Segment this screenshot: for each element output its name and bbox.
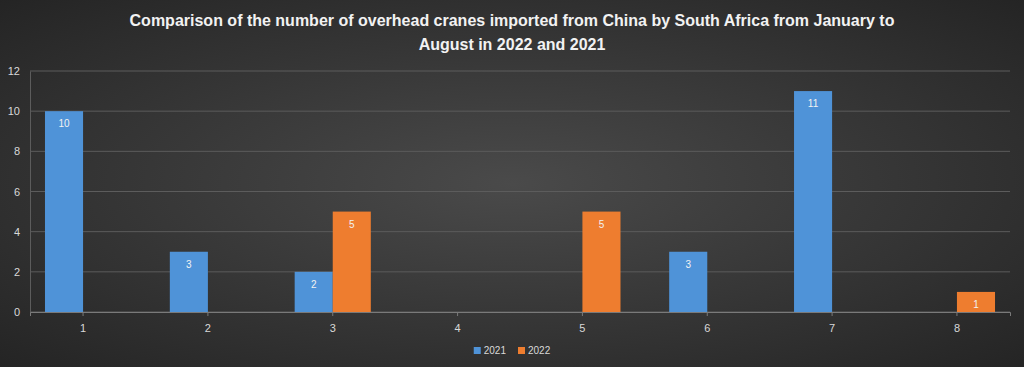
y-axis-line [30,72,31,313]
x-tick-label: 7 [829,322,835,334]
x-tick-label: 4 [455,322,461,334]
y-tick-label: 4 [14,226,20,238]
x-tick-label: 8 [954,322,960,334]
y-tick: 2 [14,266,30,278]
x-tick: 1 [80,312,86,334]
grid-line [30,191,1010,192]
title-line: August in 2022 and 2021 [419,36,606,53]
data-label: 1 [973,299,979,310]
background [0,0,1024,367]
title: Comparison of the number of overhead cra… [130,12,895,53]
x-tick-mark [207,312,208,316]
bar [669,252,707,312]
y-tick: 0 [14,306,30,318]
bar [333,212,371,312]
bar [582,212,620,312]
x-tick: 7 [829,312,835,334]
x-tick-label: 6 [704,322,710,334]
grid [30,71,1010,312]
x-axis-line [31,313,1011,317]
y-tick: 12 [8,65,30,77]
x-tick: 5 [579,312,585,334]
legend-label: 2021 [484,345,507,356]
legend-swatch [474,347,481,354]
grid-line [30,151,1010,152]
x-tick-label: 3 [330,322,336,334]
bar [794,91,832,312]
x-axis: 1 2 3 4 5 6 7 8 [31,312,1011,334]
x-tick-label: 2 [205,322,211,334]
y-tick-label: 10 [8,105,20,117]
title-line: Comparison of the number of overhead cra… [130,12,895,29]
y-axis: 0 2 4 6 8 10 12 [8,65,31,318]
y-tick: 6 [14,186,30,198]
x-tick-mark [582,312,583,316]
chart: Comparison of the number of overhead cra… [0,0,1024,367]
data-label: 3 [685,259,691,270]
x-tick-label: 1 [80,322,86,334]
x-tick-mark [956,312,957,316]
bar [957,292,995,312]
bar [295,272,333,312]
x-tick: 2 [205,312,211,334]
x-tick-mark [83,312,84,316]
x-tick-label: 5 [579,322,585,334]
y-tick-label: 6 [14,186,20,198]
y-tick-label: 2 [14,266,20,278]
grid-line [30,71,1010,72]
x-tick: 8 [954,312,960,334]
x-tick: 4 [455,312,461,334]
legend-label: 2022 [528,345,551,356]
data-label: 5 [599,219,605,230]
data-label: 10 [58,118,70,129]
legend-swatch [518,347,525,354]
bars [45,91,995,312]
y-tick-label: 0 [14,306,20,318]
grid-line [30,111,1010,112]
y-tick: 8 [14,145,30,157]
x-tick: 3 [330,312,336,334]
bar [45,111,83,312]
x-tick-mark [332,312,333,316]
y-tick: 4 [14,226,30,238]
y-tick-label: 8 [14,145,20,157]
legend-item: 2021 [474,345,507,356]
legend: 2021 2022 [474,345,551,356]
x-tick-mark [457,312,458,316]
x-tick-mark [707,312,708,316]
bar [170,252,208,312]
grid-line [30,231,1010,232]
x-tick-mark [832,312,833,316]
data-label: 2 [311,279,317,290]
legend-item: 2022 [518,345,551,356]
data-label: 3 [186,259,192,270]
x-tick: 6 [704,312,710,334]
y-tick-label: 12 [8,65,20,77]
data-labels: 10 3 2 3 11 5 5 1 [58,98,979,310]
data-label: 5 [349,219,355,230]
y-tick: 10 [8,105,30,117]
data-label: 11 [808,98,819,109]
